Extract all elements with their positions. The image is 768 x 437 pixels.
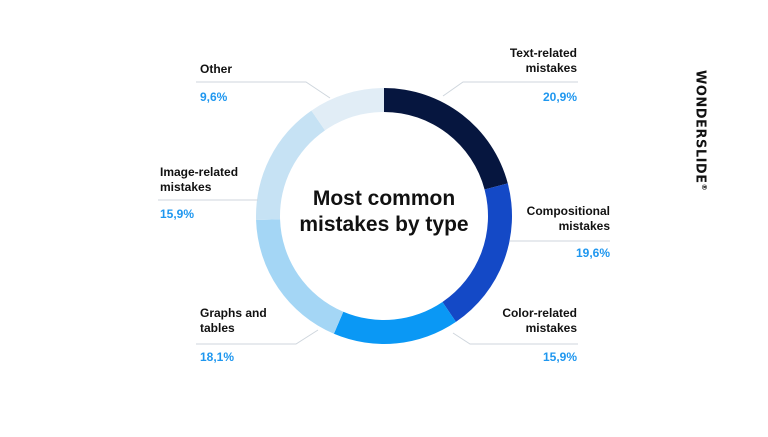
slice-color-related (333, 302, 456, 344)
slice-other (311, 88, 384, 131)
value-color-related: 15,9% (542, 350, 577, 364)
slice-compositional (442, 183, 512, 322)
leader-lines (158, 81, 610, 345)
brand-logo: WONDERSLIDE® (692, 70, 708, 192)
slice-graphs-tables (256, 219, 344, 334)
label-text-related: Text-related mistakes (509, 46, 577, 75)
slice-image-related (256, 110, 326, 221)
leader-other (196, 81, 331, 99)
label-compositional: Compositional mistakes (526, 204, 610, 233)
label-graphs-tables: Graphs and tables (200, 306, 267, 335)
chart-title: Most common mistakes by type (299, 187, 469, 236)
donut-slices (256, 88, 512, 344)
slice-text-related (384, 88, 508, 190)
label-other: Other (200, 62, 233, 76)
label-image-related: Image-related mistakes (160, 165, 239, 194)
value-compositional: 19,6% (575, 246, 610, 260)
leader-graphs-tables (196, 329, 319, 345)
leader-text-related (442, 81, 578, 97)
value-text-related: 20,9% (542, 90, 577, 104)
label-color-related: Color-related mistakes (502, 306, 577, 335)
value-other: 9,6% (200, 90, 228, 104)
brand-mark: ® (700, 183, 708, 192)
value-image-related: 15,9% (160, 207, 195, 221)
brand-name: WONDERSLIDE (692, 70, 708, 184)
value-graphs-tables: 18,1% (200, 350, 235, 364)
leader-color-related (452, 332, 578, 345)
